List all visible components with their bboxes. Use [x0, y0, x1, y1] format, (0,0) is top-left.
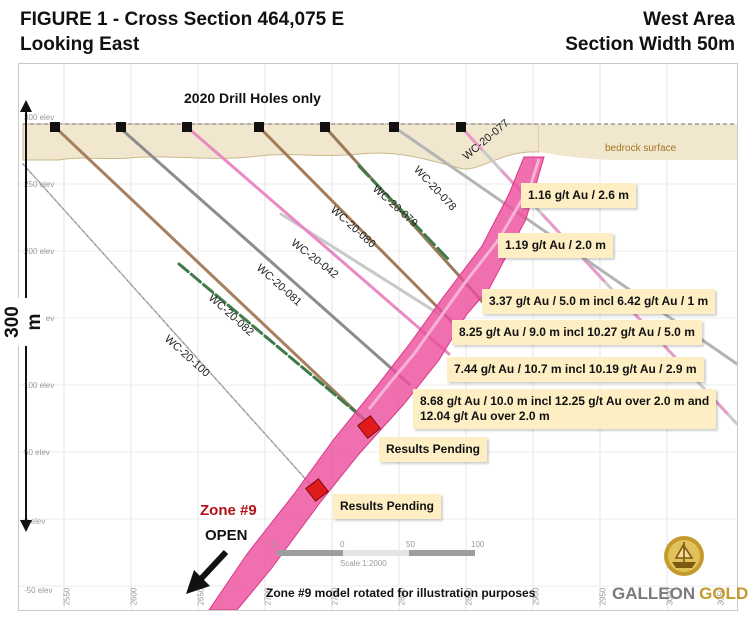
pending-box-upper	[357, 415, 381, 439]
hole-trace-080	[257, 125, 466, 336]
collar-marker	[320, 122, 330, 132]
result-callout-3: 3.37 g/t Au / 5.0 m incl 6.42 g/t Au / 1…	[482, 289, 716, 314]
hole-trace-077-alt	[459, 125, 737, 426]
logo-word-gold: GOLD	[699, 584, 749, 603]
elev-label: -50 elev	[24, 586, 53, 595]
elev-label: 0 elev	[24, 517, 46, 526]
bedrock-label: bedrock surface	[605, 143, 677, 154]
result-callout-6-line2: 12.04 g/t Au over 2.0 m	[420, 409, 550, 423]
result-callout-5: 7.44 g/t Au / 10.7 m incl 10.19 g/t Au /…	[447, 357, 704, 382]
figure-title: FIGURE 1 - Cross Section 464,075 E	[20, 9, 345, 30]
elev-label: 50 elev	[24, 448, 50, 457]
map-scale-caption: Scale 1:2000	[340, 559, 387, 568]
result-callout-2: 1.19 g/t Au / 2.0 m	[498, 233, 613, 258]
collar-marker	[116, 122, 126, 132]
map-scale-tick: 0	[272, 540, 277, 549]
area-name: West Area	[643, 9, 735, 30]
elev-label: 300 elev	[24, 113, 55, 122]
cross-section-svg	[19, 64, 737, 610]
easting-label: 2600	[129, 587, 139, 606]
map-scale-bar	[277, 550, 475, 556]
map-scale-tick: 100	[471, 540, 485, 549]
collar-marker	[182, 122, 192, 132]
result-callout-1: 1.16 g/t Au / 2.6 m	[521, 183, 636, 208]
map-scale-tick: 50	[406, 540, 415, 549]
hole-trace-081	[117, 125, 411, 386]
zone-9-body	[208, 156, 545, 610]
hole-trace-082	[53, 125, 371, 426]
company-logo-text: GALLEON GOLD	[612, 584, 748, 604]
footer-note: Zone #9 model rotated for illustration p…	[266, 586, 536, 600]
view-direction: Looking East	[20, 34, 140, 55]
logo-word-galleon: GALLEON	[612, 584, 696, 603]
pending-callout-lower: Results Pending	[333, 494, 442, 519]
map-scale-tick: 0	[340, 540, 345, 549]
result-callout-6: 8.68 g/t Au / 10.0 m incl 12.25 g/t Au o…	[413, 389, 717, 429]
pending-callout-upper: Results Pending	[379, 437, 488, 462]
easting-label: 2550	[62, 587, 72, 606]
elev-label: 200 elev	[24, 247, 55, 256]
subtitle: 2020 Drill Holes only	[184, 90, 321, 106]
elev-label: 250 elev	[24, 180, 55, 189]
galleon-ship-icon	[664, 536, 704, 576]
collar-marker	[50, 122, 60, 132]
collar-marker	[456, 122, 466, 132]
hole-trace-042	[185, 125, 451, 356]
pending-box-lower	[305, 478, 329, 502]
open-arrow-icon	[186, 549, 229, 594]
collar-marker	[389, 122, 399, 132]
scale-300m-label: 300 m	[2, 298, 46, 346]
open-label: OPEN	[205, 527, 248, 544]
section-width: Section Width 50m	[565, 34, 735, 55]
easting-label: 2950	[598, 587, 608, 606]
result-callout-4: 8.25 g/t Au / 9.0 m incl 10.27 g/t Au / …	[452, 320, 702, 345]
collar-marker	[254, 122, 264, 132]
result-callout-6-line1: 8.68 g/t Au / 10.0 m incl 12.25 g/t Au o…	[420, 394, 710, 408]
bedrock-band	[22, 123, 540, 170]
zone-9-label: Zone #9	[200, 502, 257, 519]
elev-label: 100 elev	[24, 381, 55, 390]
